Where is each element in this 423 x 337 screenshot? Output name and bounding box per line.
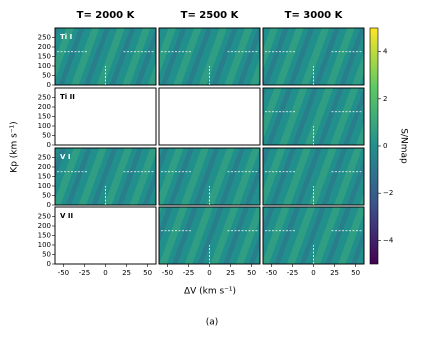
y-tick-label: 200 bbox=[38, 222, 51, 230]
y-tick-label: 0 bbox=[47, 81, 51, 89]
panel-texture bbox=[55, 148, 156, 205]
y-tick-label: 150 bbox=[38, 53, 51, 61]
x-tick-label: 25 bbox=[226, 269, 235, 277]
x-tick-label: -50 bbox=[58, 269, 69, 277]
row-label: Ti II bbox=[60, 93, 75, 101]
panel-texture bbox=[159, 207, 260, 264]
y-tick-label: 100 bbox=[38, 62, 51, 70]
x-tick-label: 25 bbox=[330, 269, 339, 277]
panel-frame bbox=[262, 27, 365, 86]
panel-texture bbox=[159, 148, 260, 205]
panel-texture bbox=[263, 28, 364, 85]
caption: (a) bbox=[206, 318, 219, 328]
colorbar bbox=[369, 27, 379, 265]
panel-frame bbox=[262, 147, 365, 206]
x-tick-label: 0 bbox=[207, 269, 211, 277]
panel bbox=[158, 87, 261, 146]
y-tick-label: 200 bbox=[38, 43, 51, 51]
panel-texture bbox=[263, 148, 364, 205]
x-axis-label: ΔV (km s⁻¹) bbox=[184, 287, 236, 297]
panel-frame bbox=[158, 147, 261, 206]
column-title: T= 2500 K bbox=[181, 10, 240, 21]
y-tick-label: 100 bbox=[38, 182, 51, 190]
x-tick-label: 0 bbox=[311, 269, 315, 277]
y-tick-label: 50 bbox=[42, 251, 51, 259]
x-tick-label: -50 bbox=[266, 269, 277, 277]
y-tick-label: 50 bbox=[42, 192, 51, 200]
panel bbox=[54, 206, 157, 265]
x-tick-label: 25 bbox=[122, 269, 131, 277]
y-tick-label: 100 bbox=[38, 122, 51, 130]
x-tick-label: -25 bbox=[79, 269, 90, 277]
y-tick-label: 50 bbox=[42, 132, 51, 140]
row-label: V I bbox=[60, 153, 70, 161]
y-tick-label: 150 bbox=[38, 232, 51, 240]
colorbar-tick-label: −2 bbox=[383, 189, 393, 197]
y-tick-label: 0 bbox=[47, 141, 51, 149]
colorbar-tick-label: 0 bbox=[383, 142, 387, 150]
y-tick-label: 250 bbox=[38, 94, 51, 102]
column-title: T= 2000 K bbox=[77, 10, 136, 21]
row-label: Ti I bbox=[60, 33, 72, 41]
panel-texture bbox=[263, 88, 364, 145]
y-tick-label: 150 bbox=[38, 173, 51, 181]
y-tick-label: 250 bbox=[38, 154, 51, 162]
panel bbox=[54, 87, 157, 146]
panel-frame bbox=[158, 27, 261, 86]
colorbar-label: S/Nmap bbox=[399, 128, 409, 164]
y-tick-label: 150 bbox=[38, 113, 51, 121]
x-tick-label: -25 bbox=[287, 269, 298, 277]
panel-frame bbox=[158, 87, 261, 146]
y-tick-label: 250 bbox=[38, 34, 51, 42]
y-tick-label: 0 bbox=[47, 201, 51, 209]
colorbar-tick-label: −4 bbox=[383, 236, 394, 244]
x-tick-label: 50 bbox=[247, 269, 256, 277]
x-tick-label: -25 bbox=[183, 269, 194, 277]
row-label: V II bbox=[60, 212, 73, 220]
y-tick-label: 0 bbox=[47, 260, 51, 268]
panel-texture bbox=[263, 207, 364, 264]
y-tick-label: 250 bbox=[38, 213, 51, 221]
y-tick-label: 200 bbox=[38, 163, 51, 171]
panel-frame bbox=[262, 87, 365, 146]
colorbar-tick-label: 2 bbox=[383, 95, 387, 103]
panel-texture bbox=[159, 28, 260, 85]
colorbar-tick-label: 4 bbox=[383, 48, 388, 56]
y-tick-label: 200 bbox=[38, 103, 51, 111]
y-axis-label: Kp (km s⁻¹) bbox=[10, 121, 20, 172]
column-title: T= 3000 K bbox=[285, 10, 344, 21]
y-tick-label: 50 bbox=[42, 72, 51, 80]
x-tick-label: -50 bbox=[162, 269, 173, 277]
x-tick-label: 0 bbox=[103, 269, 107, 277]
x-tick-label: 50 bbox=[143, 269, 152, 277]
x-tick-label: 50 bbox=[351, 269, 360, 277]
y-tick-label: 100 bbox=[38, 241, 51, 249]
panel-texture bbox=[55, 28, 156, 85]
